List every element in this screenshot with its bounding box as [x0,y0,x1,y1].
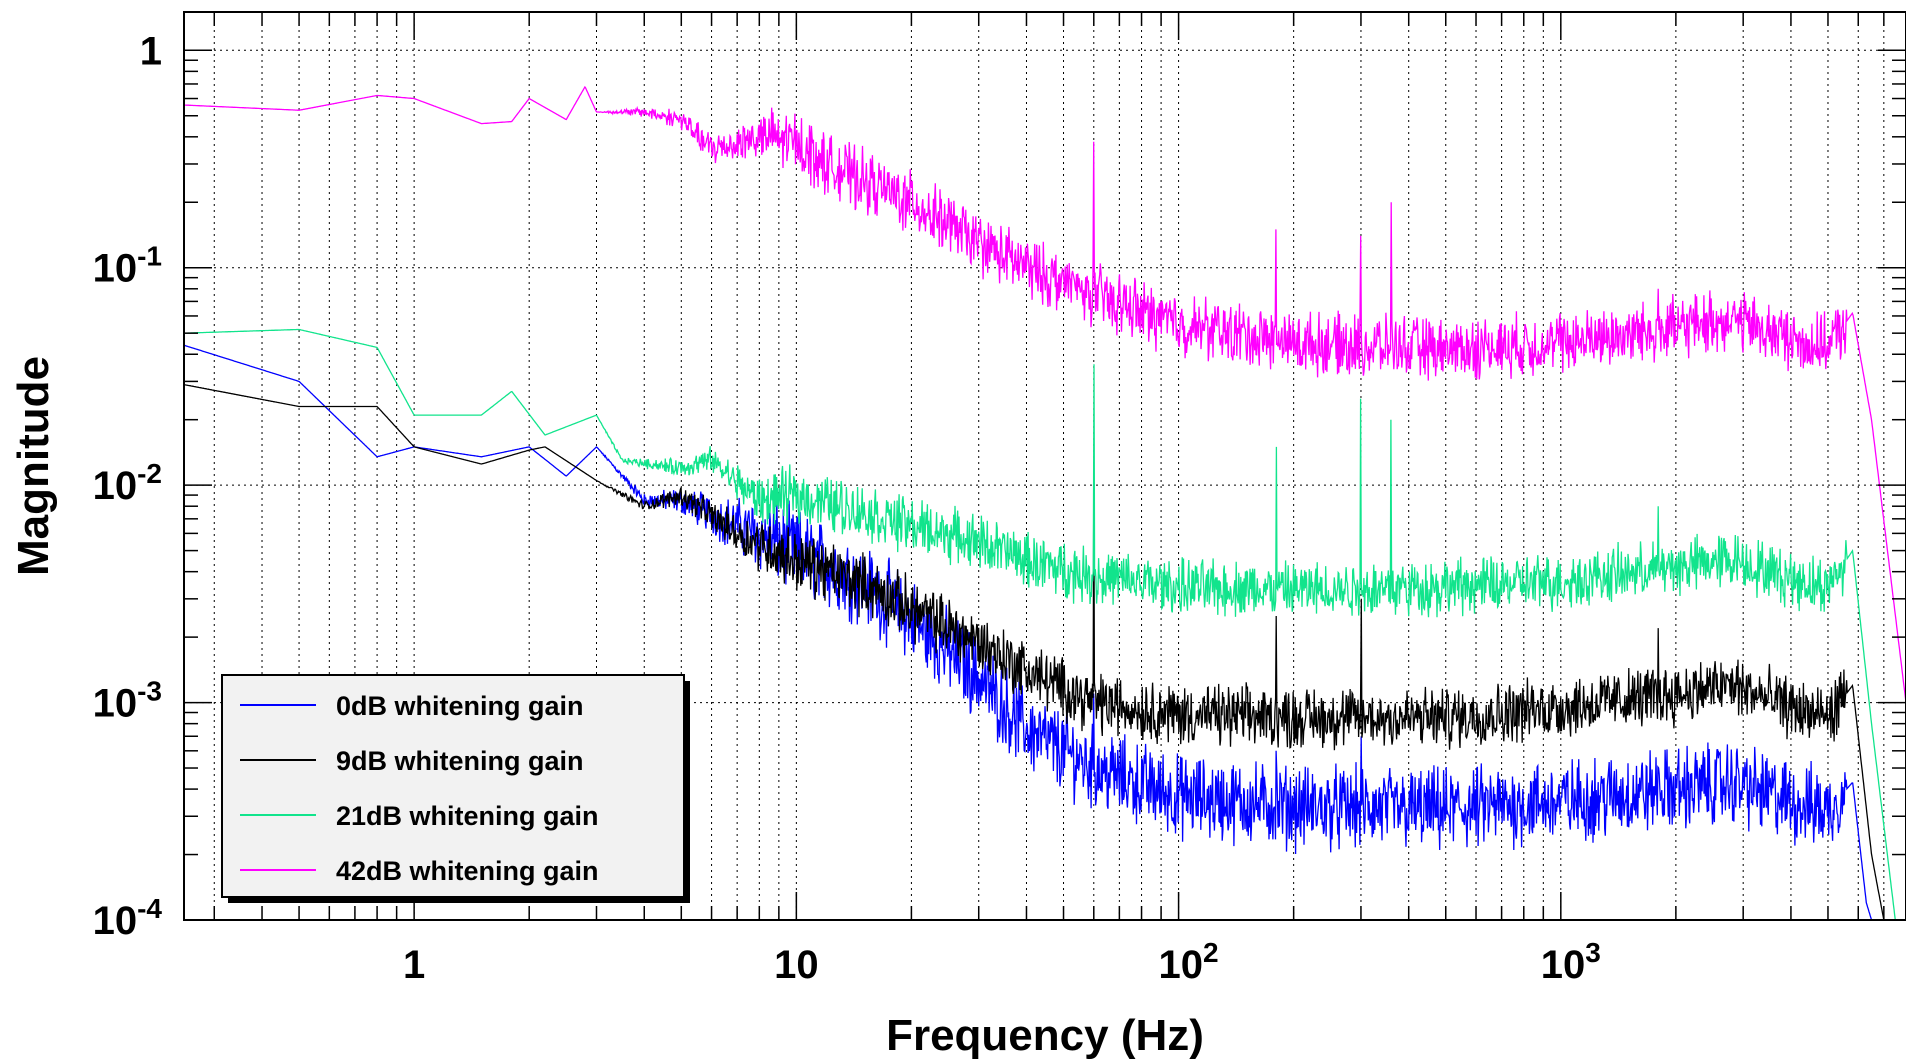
series-line [184,383,1885,920]
series-line [184,344,1873,920]
legend: 0dB whitening gain 9dB whitening gain 21dB… [221,674,690,903]
y-tick-label: 10-4 [93,893,163,943]
legend-label: 21dB whitening gain [336,801,599,831]
y-tick-labels: 1 10-1 10-2 10-3 10-4 [93,29,163,943]
y-tick-label: 10-1 [93,241,162,291]
series-line [184,328,1896,920]
x-tick-label: 103 [1541,937,1601,987]
legend-label: 42dB whitening gain [336,856,599,886]
legend-box [221,674,685,898]
y-axis-title: Magnitude [9,356,58,576]
legend-entries: 0dB whitening gain 9dB whitening gain 21dB… [240,691,599,886]
legend-label: 9dB whitening gain [336,746,584,776]
x-tick-label: 10 [774,943,819,987]
axis-ticks [184,12,1906,921]
plot-frame [183,11,1906,921]
series-layer [184,85,1906,920]
x-tick-label: 102 [1159,937,1219,987]
y-tick-label: 1 [140,29,162,73]
y-tick-label: 10-2 [93,458,162,508]
x-tick-labels: 1 10 102 103 [403,937,1601,987]
legend-label: 0dB whitening gain [336,691,584,721]
x-tick-label: 1 [403,943,425,987]
series-line [184,85,1906,703]
x-axis-title: Frequency (Hz) [886,1011,1204,1060]
y-tick-label: 10-3 [93,676,162,726]
